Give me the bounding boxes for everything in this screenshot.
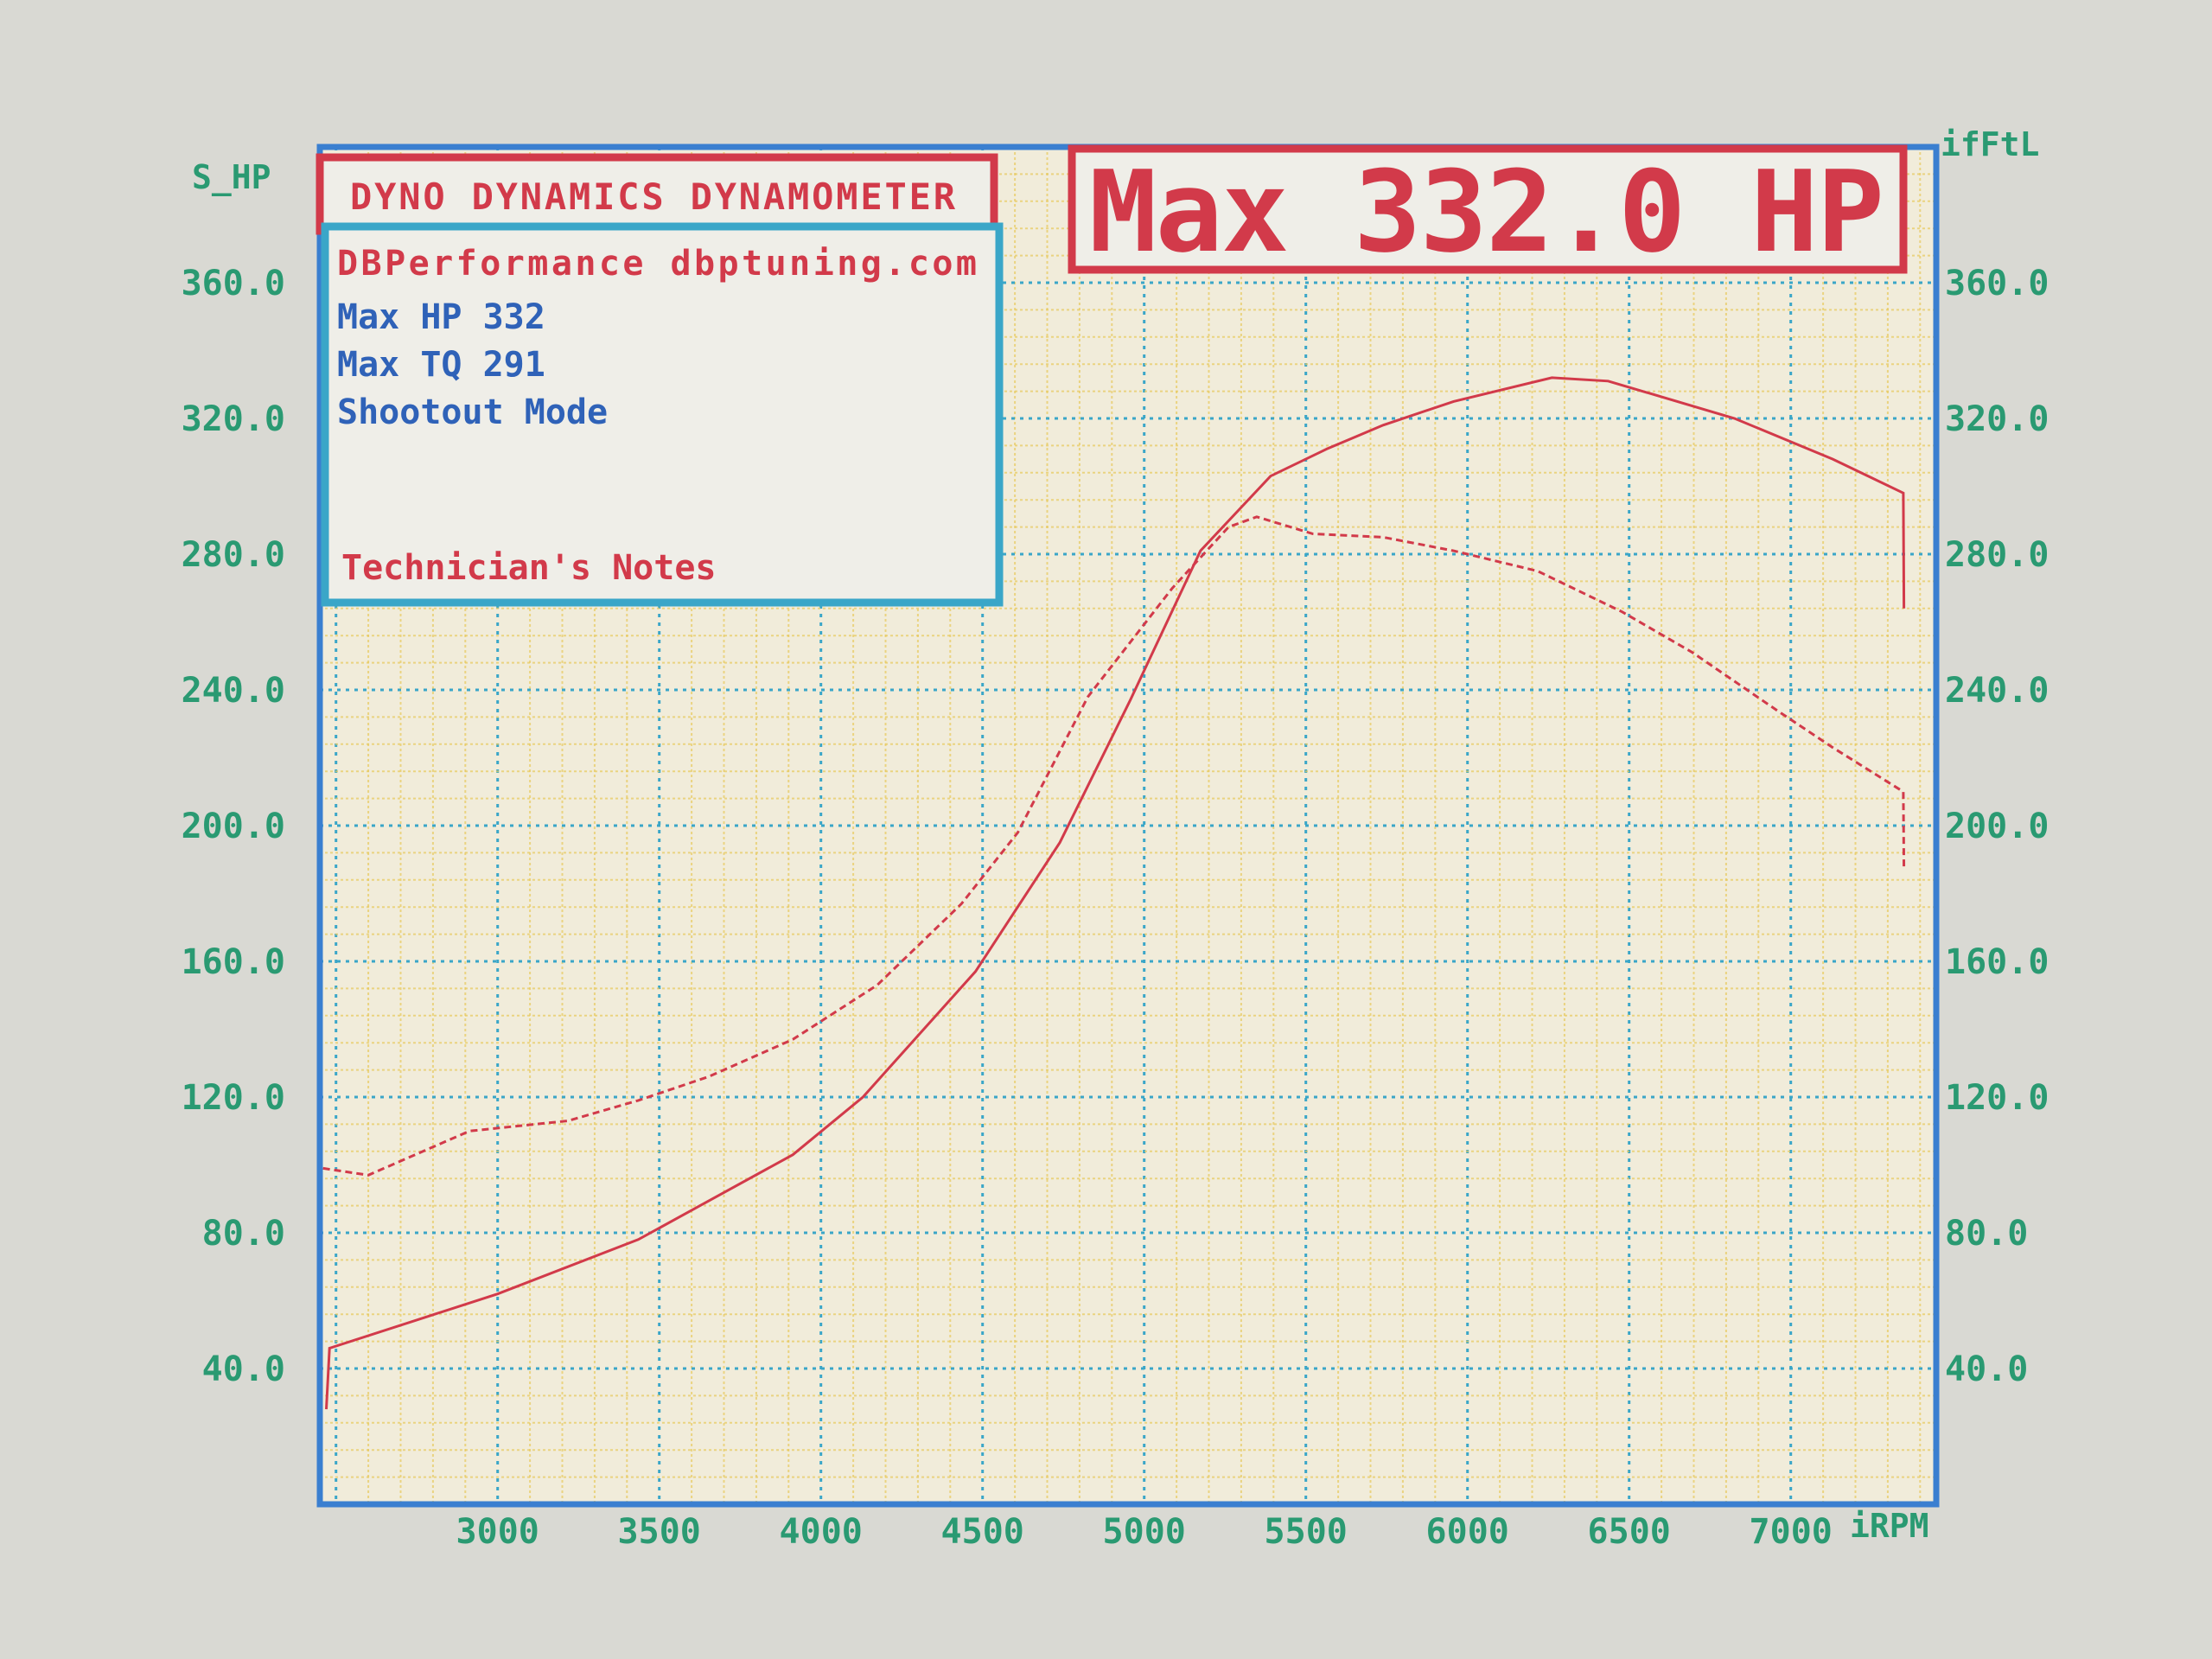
title-box: DYNO DYNAMICS DYNAMOMETER (316, 153, 998, 235)
max-hp-text: Max 332.0 HP (1089, 146, 1884, 278)
y-tick-label-left: 320.0 (182, 399, 285, 439)
shop-name: DBPerformance dbptuning.com (337, 244, 977, 284)
x-axis-label: iRPM (1850, 1507, 1929, 1545)
y-tick-label-right: 280.0 (1945, 535, 2049, 575)
x-tick-label: 3000 (456, 1512, 539, 1552)
info-line-mode: Shootout Mode (337, 392, 608, 432)
info-line-max-tq: Max TQ 291 (337, 345, 545, 385)
y-tick-label-right: 80.0 (1945, 1214, 2028, 1254)
x-tick-label: 3500 (618, 1512, 701, 1552)
power-curve (325, 376, 1906, 1410)
torque-curve (322, 515, 1906, 1177)
y-tick-label-left: 280.0 (182, 535, 285, 575)
x-tick-label: 6500 (1588, 1512, 1671, 1552)
x-tick-label: 6000 (1426, 1512, 1509, 1552)
y-tick-label-left: 120.0 (182, 1078, 285, 1118)
x-tick-label: 5000 (1103, 1512, 1186, 1552)
x-tick-label: 4000 (780, 1512, 863, 1552)
y-tick-label-right: 160.0 (1945, 942, 2049, 982)
tick-labels: 3000 3500 4000 4500 5000 5500 6000 6500 7000 40.0… (182, 264, 2049, 1552)
y-tick-label-left: 240.0 (182, 671, 285, 711)
info-box: DBPerformance dbptuning.com Max HP 332 M… (321, 222, 1004, 607)
technician-notes-label: Technician's Notes (341, 548, 716, 588)
x-tick-label: 4500 (941, 1512, 1024, 1552)
title-text: DYNO DYNAMICS DYNAMOMETER (350, 175, 956, 218)
y-tick-label-right: 240.0 (1945, 671, 2049, 711)
x-tick-label: 7000 (1750, 1512, 1833, 1552)
y-tick-label-left: 360.0 (182, 264, 285, 303)
y-tick-label-right: 40.0 (1945, 1350, 2028, 1389)
y-tick-label-left: 40.0 (202, 1350, 285, 1389)
y-axis-left-label: S_HP (192, 158, 271, 196)
y-tick-label-left: 160.0 (182, 942, 285, 982)
y-tick-label-right: 200.0 (1945, 807, 2049, 846)
curves (322, 376, 1906, 1410)
y-tick-label-right: 120.0 (1945, 1078, 2049, 1118)
y-axis-right-label: ifFtL (1941, 125, 2039, 163)
y-tick-label-left: 200.0 (182, 807, 285, 846)
y-tick-label-right: 320.0 (1945, 399, 2049, 439)
x-tick-label: 5500 (1265, 1512, 1348, 1552)
max-hp-banner: Max 332.0 HP (1068, 144, 1908, 278)
info-line-max-hp: Max HP 332 (337, 297, 545, 337)
y-tick-label-right: 360.0 (1945, 264, 2049, 303)
y-tick-label-left: 80.0 (202, 1214, 285, 1254)
